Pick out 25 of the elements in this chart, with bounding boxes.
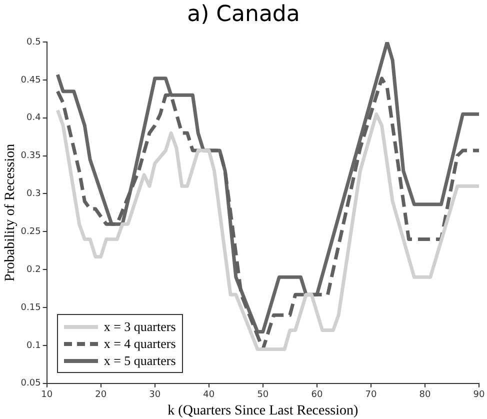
y-tick-label: 0.15 [20,302,41,313]
x-tick-label: 70 [365,390,377,400]
y-tick-label: 0.4 [26,113,42,124]
legend-label: x = 4 quarters [104,336,176,352]
x-tick-label: 60 [311,390,323,400]
y-tick-label: 0.3 [26,189,41,200]
legend-label: x = 5 quarters [104,352,176,369]
x-tick-label: 50 [257,390,269,400]
y-tick-label: 0.05 [20,378,41,389]
y-tick-label: 0.25 [20,227,41,238]
y-tick-label: 0.2 [26,264,41,275]
y-tick-label: 0.1 [26,340,41,351]
x-tick-label: 20 [95,390,107,400]
y-tick-label: 0.45 [20,75,41,86]
legend-label: x = 3 quarters [104,318,176,335]
x-tick-label: 40 [203,390,215,400]
x-tick-label: 90 [473,390,485,400]
y-tick-label: 0.5 [26,37,41,48]
x-axis-title: k (Quarters Since Last Recession) [168,403,359,418]
y-axis-title: Probability of Recession [3,144,18,282]
chart-title: a) Canada [186,2,301,27]
x-tick-label: 80 [419,390,431,400]
x-tick-label: 10 [41,390,53,400]
x-tick-label: 30 [149,390,161,400]
y-tick-label: 0.35 [20,151,41,162]
